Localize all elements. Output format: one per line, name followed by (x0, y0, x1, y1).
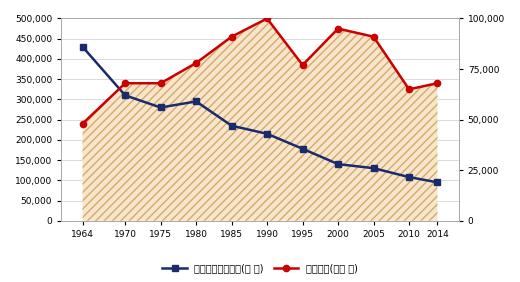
어선적수(보조 축) (300, 63, 306, 67)
어업종사가구원수(주 축) (122, 94, 128, 97)
어선적수(보조 축) (370, 35, 376, 38)
어업종사가구원수(주 축) (193, 100, 199, 103)
어업종사가구원수(주 축) (406, 175, 412, 179)
어업종사가구원수(주 축) (158, 106, 164, 109)
Legend: 어업종사가구원수(주 축), 어선적수(보조 축): 어업종사가구원수(주 축), 어선적수(보조 축) (159, 259, 361, 277)
어선적수(보조 축) (264, 17, 270, 20)
어선적수(보조 축) (193, 61, 199, 65)
Line: 어업종사가구원수(주 축): 어업종사가구원수(주 축) (80, 44, 440, 186)
어업종사가구원수(주 축) (370, 166, 376, 170)
어선적수(보조 축) (335, 27, 341, 30)
어업종사가구원수(주 축) (300, 147, 306, 151)
어업종사가구원수(주 축) (228, 124, 235, 127)
어업종사가구원수(주 축) (80, 45, 86, 49)
어업종사가구원수(주 축) (335, 162, 341, 166)
어업종사가구원수(주 축) (434, 181, 440, 184)
어선적수(보조 축) (228, 35, 235, 38)
어선적수(보조 축) (406, 88, 412, 91)
어선적수(보조 축) (80, 122, 86, 125)
어선적수(보조 축) (158, 81, 164, 85)
어업종사가구원수(주 축) (264, 132, 270, 135)
Line: 어선적수(보조 축): 어선적수(보조 축) (80, 16, 440, 127)
어선적수(보조 축) (122, 81, 128, 85)
어선적수(보조 축) (434, 81, 440, 85)
